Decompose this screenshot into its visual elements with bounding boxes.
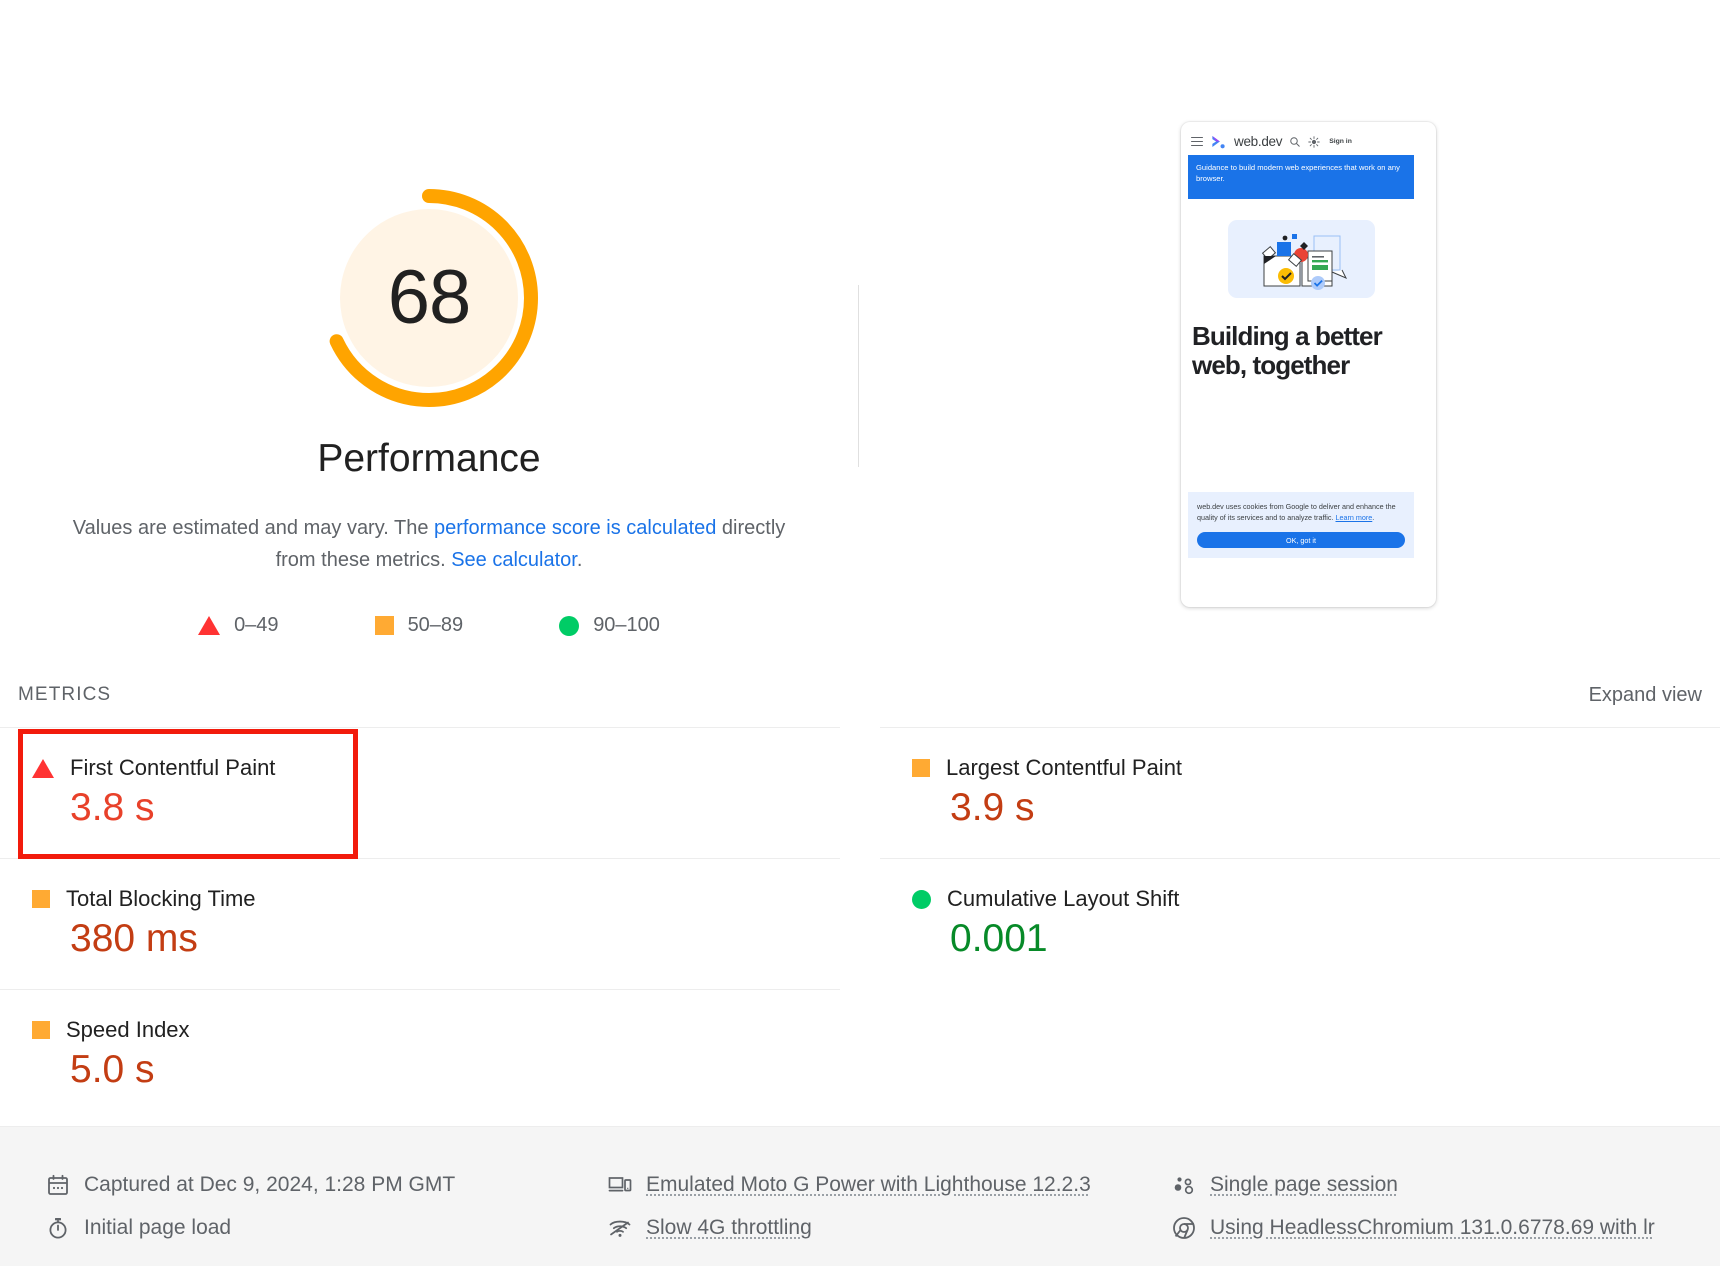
metric-header: Cumulative Layout Shift <box>912 886 1720 912</box>
metric-value: 0.001 <box>950 917 1048 960</box>
cookie-text-body: web.dev uses cookies from Google to deli… <box>1197 501 1396 523</box>
final-screenshot-thumbnail[interactable]: web.dev Sign in <box>1181 122 1436 607</box>
thumbnail-site-name: web.dev <box>1234 134 1283 149</box>
footer-network-throttling[interactable]: Slow 4G throttling <box>608 1206 1091 1249</box>
report-footer: Captured at Dec 9, 2024, 1:28 PM GMT Ini… <box>0 1126 1720 1266</box>
gauge-column: 68 Performance Values are estimated and … <box>0 0 858 690</box>
square-average-icon <box>32 1021 50 1039</box>
footer-text: Emulated Moto G Power with Lighthouse 12… <box>646 1172 1091 1196</box>
vertical-divider <box>858 285 859 467</box>
metric-cumulative-layout-shift[interactable]: Cumulative Layout Shift 0.001 <box>880 858 1720 989</box>
webdev-logo-icon <box>1212 136 1225 149</box>
metric-value: 3.8 s <box>70 786 155 829</box>
gauge-description: Values are estimated and may vary. The p… <box>50 512 808 577</box>
footer-text: Initial page load <box>84 1215 232 1239</box>
square-average-icon <box>912 759 930 777</box>
metric-label: First Contentful Paint <box>70 755 276 780</box>
network-icon <box>609 1220 631 1237</box>
score-section: 68 Performance Values are estimated and … <box>0 0 1436 690</box>
footer-column-capture: Captured at Dec 9, 2024, 1:28 PM GMT Ini… <box>46 1163 455 1249</box>
desc-text-3: . <box>576 549 583 572</box>
performance-score-link[interactable]: performance score is calculated <box>434 517 717 539</box>
legend-item-average: 50–89 <box>374 614 464 637</box>
footer-session-type[interactable]: Single page session <box>1172 1163 1655 1206</box>
cookie-learn-more-link[interactable]: Learn more <box>1335 513 1373 523</box>
page-title: Performance <box>317 437 541 480</box>
footer-column-session: Single page session Using HeadlessChromi… <box>1172 1163 1655 1249</box>
legend-label-fail: 0–49 <box>234 614 279 636</box>
metric-largest-contentful-paint[interactable]: Largest Contentful Paint 3.9 s <box>880 727 1720 858</box>
metric-label: Cumulative Layout Shift <box>947 886 1180 911</box>
metrics-section-label: METRICS <box>18 684 112 705</box>
legend-label-pass: 90–100 <box>593 614 660 636</box>
metric-total-blocking-time[interactable]: Total Blocking Time 380 ms <box>0 858 840 989</box>
footer-text: Using HeadlessChromium 131.0.6778.69 wit… <box>1210 1215 1655 1239</box>
footer-page-load-mode: Initial page load <box>46 1206 455 1249</box>
triangle-fail-icon <box>198 616 221 635</box>
metric-speed-index[interactable]: Speed Index 5.0 s <box>0 989 840 1120</box>
circle-pass-icon <box>559 615 580 636</box>
thumbnail-viewport: web.dev Sign in <box>1188 128 1414 558</box>
footer-column-environment: Emulated Moto G Power with Lighthouse 12… <box>608 1163 1091 1249</box>
metrics-column-left: First Contentful Paint 3.8 s Total Block… <box>0 727 840 1120</box>
expand-view-toggle[interactable]: Expand view <box>1588 684 1702 706</box>
performance-gauge[interactable]: 68 <box>316 185 542 411</box>
metric-first-contentful-paint[interactable]: First Contentful Paint 3.8 s <box>0 727 840 858</box>
devices-icon <box>608 1176 632 1191</box>
desc-text-2: directly from these metrics. <box>275 517 786 572</box>
metric-label: Total Blocking Time <box>66 886 256 911</box>
see-calculator-link[interactable]: See calculator <box>451 549 577 572</box>
triangle-fail-icon <box>32 758 54 778</box>
metric-header: Speed Index <box>32 1017 840 1043</box>
search-icon <box>1290 136 1301 147</box>
thumbnail-topbar: web.dev Sign in <box>1188 128 1414 155</box>
theme-toggle-icon <box>1308 135 1320 148</box>
legend-item-fail: 0–49 <box>198 614 279 637</box>
metric-label: Speed Index <box>66 1017 190 1042</box>
score-legend: 0–49 50–89 90–100 <box>0 614 858 637</box>
hero-artwork-icon <box>1261 234 1347 290</box>
gauge-arc-svg <box>320 189 538 407</box>
legend-label-average: 50–89 <box>407 614 464 636</box>
square-average-icon <box>32 890 50 908</box>
metric-value: 3.9 s <box>950 786 1035 829</box>
metric-value: 380 ms <box>70 917 198 960</box>
chrome-icon <box>1173 1216 1195 1239</box>
thumbnail-banner: Guidance to build modern web experiences… <box>1188 155 1414 199</box>
circle-pass-icon <box>912 889 931 909</box>
footer-text: Single page session <box>1210 1172 1398 1196</box>
desc-text-1: Values are estimated and may vary. The <box>72 517 435 539</box>
calendar-icon <box>48 1174 68 1195</box>
footer-captured-at: Captured at Dec 9, 2024, 1:28 PM GMT <box>46 1163 455 1206</box>
metrics-grid: First Contentful Paint 3.8 s Total Block… <box>0 727 1720 1097</box>
metrics-column-right: Largest Contentful Paint 3.9 s Cumulativ… <box>880 727 1720 989</box>
session-icon <box>1174 1176 1194 1194</box>
cookie-text-end: . <box>1372 513 1375 523</box>
metric-value: 5.0 s <box>70 1048 155 1091</box>
footer-emulated-device[interactable]: Emulated Moto G Power with Lighthouse 12… <box>608 1163 1091 1206</box>
cookie-text: web.dev uses cookies from Google to deli… <box>1197 501 1405 524</box>
thumbnail-cookie-banner: web.dev uses cookies from Google to deli… <box>1188 491 1414 558</box>
thumbnail-hero-illustration <box>1227 220 1375 298</box>
square-average-icon <box>374 616 394 635</box>
legend-item-pass: 90–100 <box>559 614 660 637</box>
cookie-accept-button[interactable]: OK, got it <box>1197 532 1405 548</box>
gauge-score-value: 68 <box>387 255 472 340</box>
metric-header: First Contentful Paint <box>32 755 840 781</box>
footer-user-agent[interactable]: Using HeadlessChromium 131.0.6778.69 wit… <box>1172 1206 1655 1249</box>
metric-label: Largest Contentful Paint <box>946 755 1183 780</box>
metrics-header: METRICS Expand view <box>0 684 1720 726</box>
thumbnail-signin-label: Sign in <box>1329 138 1352 145</box>
metric-header: Largest Contentful Paint <box>912 755 1720 781</box>
footer-text: Slow 4G throttling <box>646 1215 812 1239</box>
stopwatch-icon <box>49 1217 67 1238</box>
footer-text: Captured at Dec 9, 2024, 1:28 PM GMT <box>84 1172 456 1196</box>
metric-header: Total Blocking Time <box>32 886 840 912</box>
thumbnail-headline: Building a better web, together <box>1192 321 1383 381</box>
hamburger-menu-icon <box>1191 137 1203 146</box>
